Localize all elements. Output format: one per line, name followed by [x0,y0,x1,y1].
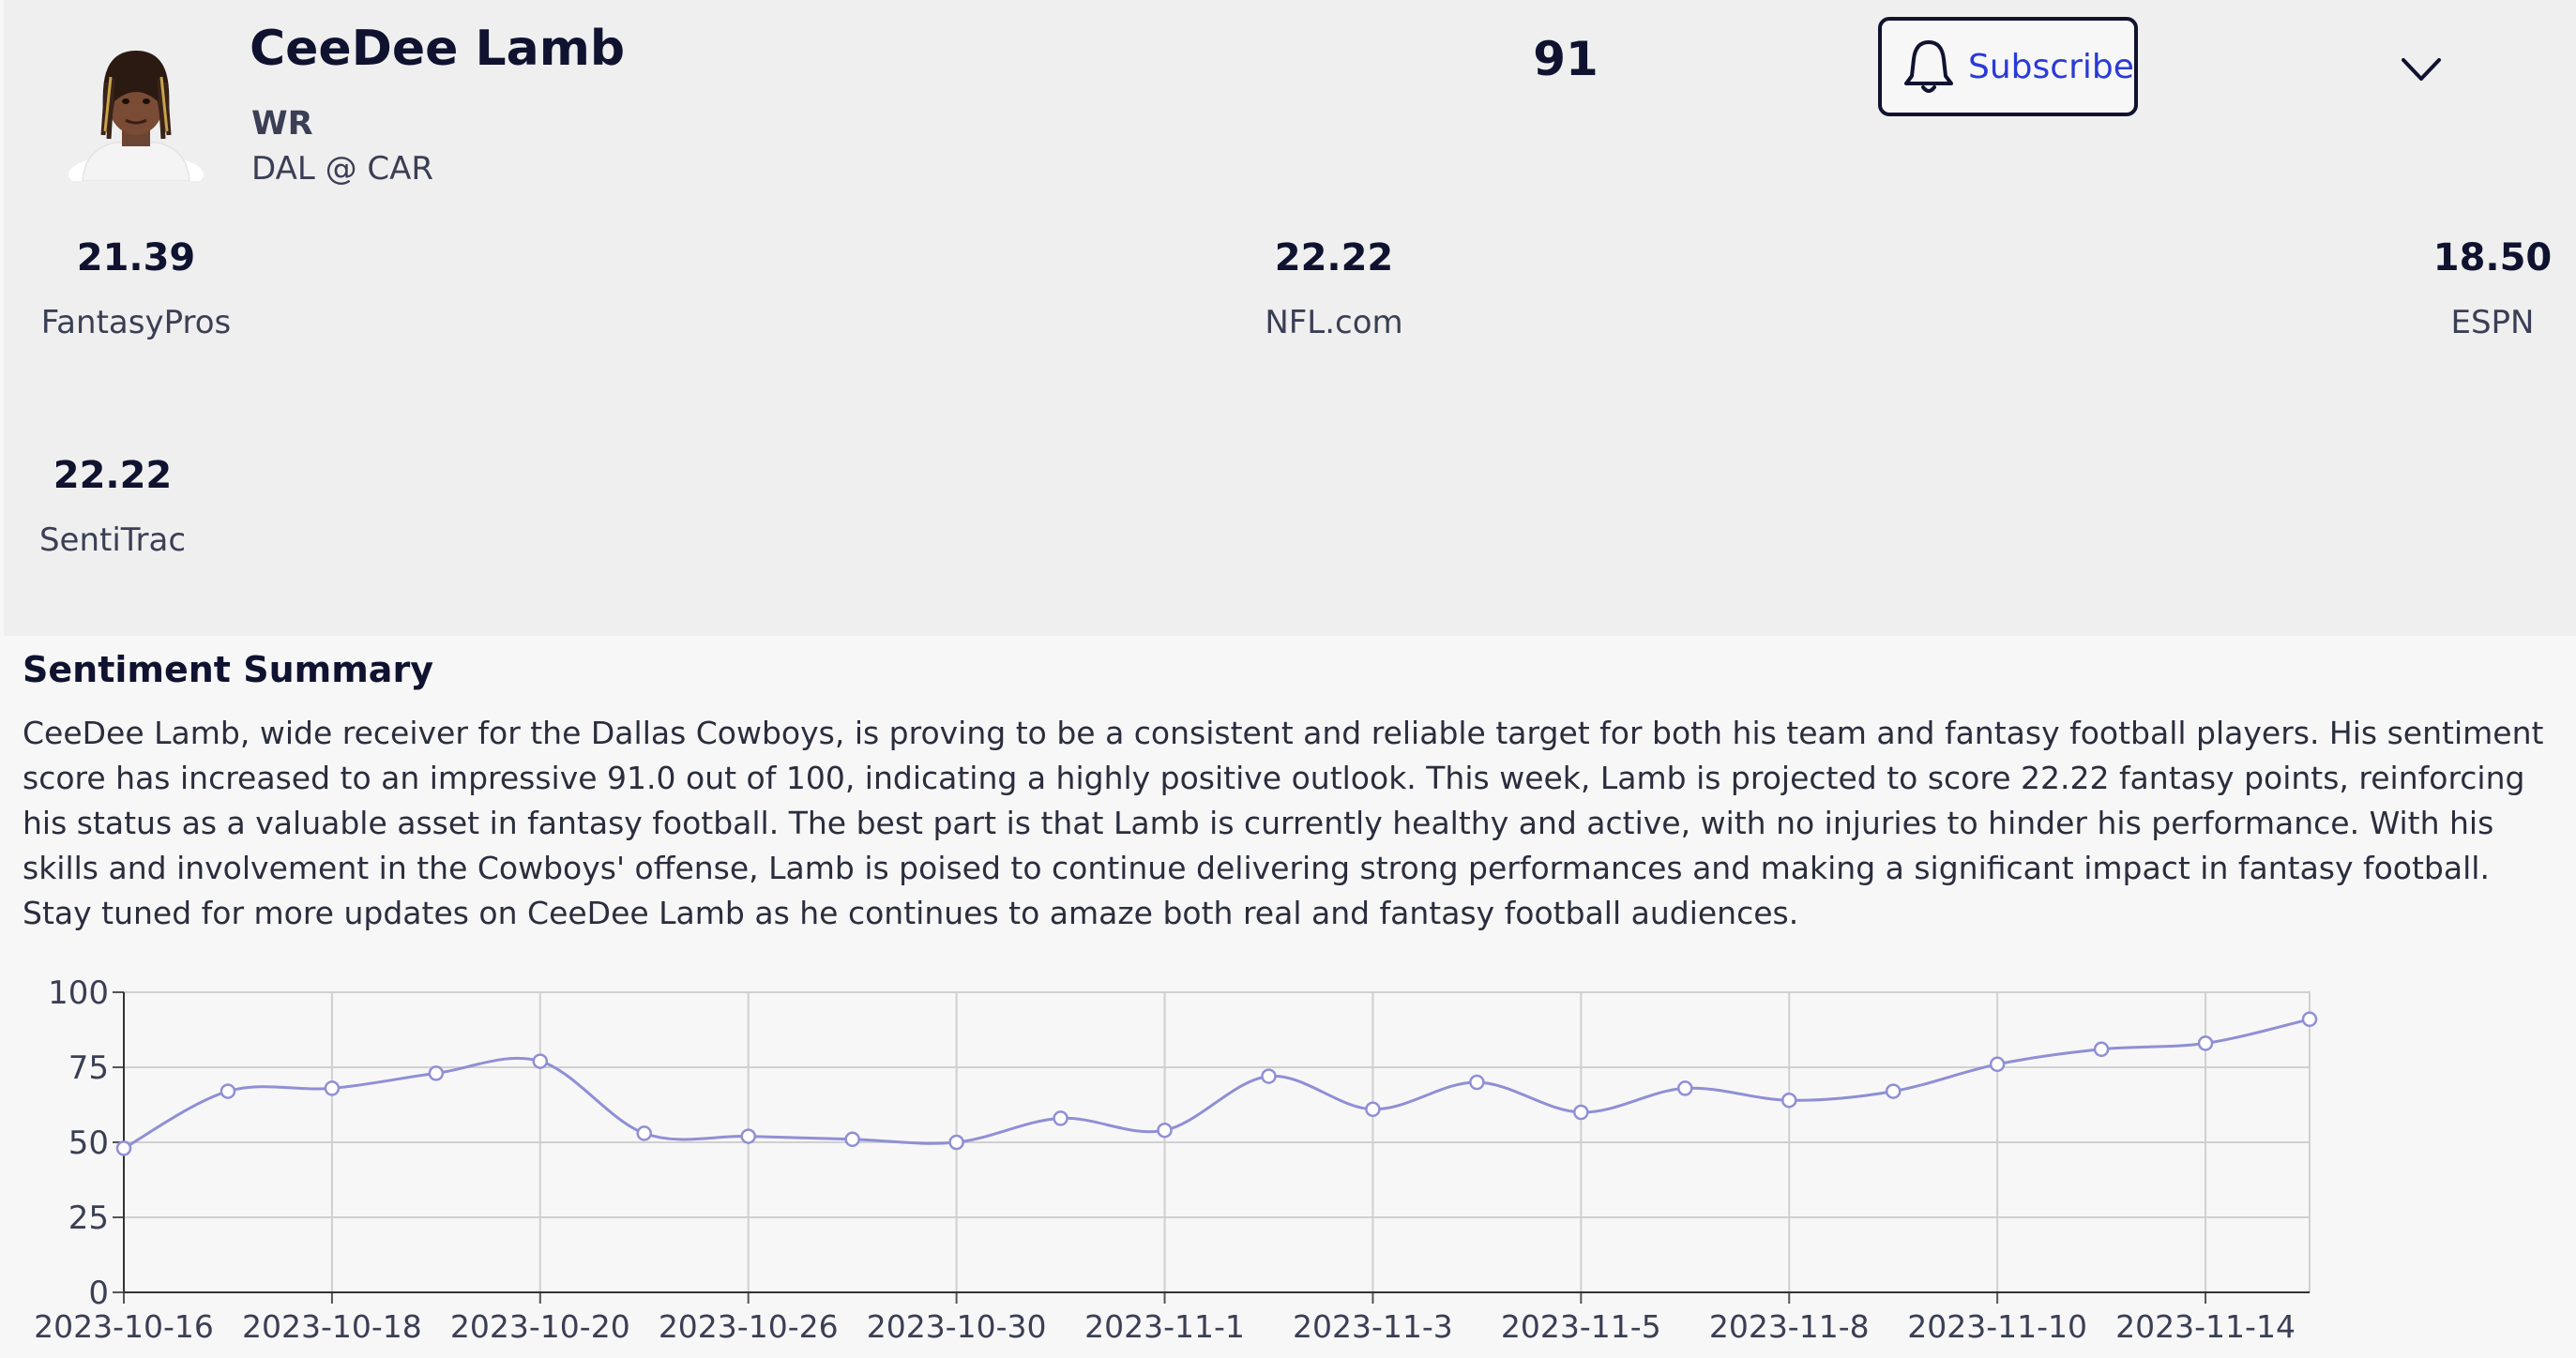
sentiment-chart: 0 25 50 75 100 2023-10-16 2023-10-18 2023-10-20… [34,974,2318,1345]
data-point [2093,1041,2110,1058]
x-tick-label: 2023-11-10 [1907,1308,2087,1345]
data-point [948,1134,964,1151]
projection-value: 22.22 [53,454,173,497]
x-tick-label: 2023-10-26 [659,1308,839,1345]
x-tick-label: 2023-11-14 [2115,1308,2296,1345]
data-point [220,1083,236,1099]
y-tick-label: 25 [68,1200,109,1237]
sentiment-summary-text: CeeDee Lamb, wide receiver for the Dalla… [23,715,2544,931]
series-line [123,1018,2311,1150]
y-tick-label: 75 [68,1049,109,1087]
data-point [2301,1011,2318,1028]
projection-value: 18.50 [2432,236,2553,279]
x-tick-label: 2023-10-16 [34,1308,214,1345]
projection-nfl: 22.22 NFL.com [1240,236,1428,341]
data-point [1053,1110,1068,1126]
data-point [1780,1092,1797,1109]
projection-value: 22.22 [1274,236,1394,279]
data-point [636,1125,653,1141]
player-matchup: DAL @ CAR [251,150,434,188]
bell-icon [1904,40,1953,93]
projection-source: NFL.com [1265,304,1403,341]
x-tick-label: 2023-10-18 [242,1308,422,1345]
projection-source: ESPN [2450,304,2535,341]
data-point [740,1128,756,1144]
x-tick-label: 2023-11-8 [1709,1308,1870,1345]
sentiment-summary-title: Sentiment Summary [23,649,433,690]
player-headshot [68,51,204,181]
data-point [2197,1035,2214,1051]
x-tick-label: 2023-11-5 [1501,1308,1661,1345]
subscribe-label: Subscribe [1968,47,2134,86]
x-tick-label: 2023-11-3 [1293,1308,1453,1345]
data-point [1469,1074,1485,1091]
y-tick-label: 0 [88,1275,109,1312]
data-point [532,1053,549,1069]
y-tick-label: 100 [48,974,109,1012]
data-point [1261,1068,1277,1084]
x-tick-label: 2023-10-20 [450,1308,630,1345]
projection-espn: 18.50 ESPN [2430,236,2555,341]
data-point [1365,1101,1381,1118]
data-point [115,1140,132,1156]
x-tick-label: 2023-11-1 [1084,1308,1245,1345]
projection-value: 21.39 [76,236,196,279]
x-tick-label: 2023-10-30 [867,1308,1047,1345]
data-point [428,1065,445,1081]
player-position: WR [251,105,313,143]
player-card: CeeDee Lamb WR DAL @ CAR 91 Subscribe 21… [4,0,2576,636]
data-point [1157,1122,1173,1139]
data-point [844,1131,860,1148]
subscribe-button[interactable]: Subscribe [1878,17,2138,116]
player-name: CeeDee Lamb [250,21,626,77]
data-point [1989,1056,2006,1073]
chevron-down-icon[interactable] [2398,51,2445,88]
projection-fantasypros: 21.39 FantasyPros [38,236,235,341]
y-tick-label: 50 [68,1124,109,1162]
projection-source: SentiTrac [38,521,187,559]
data-point [324,1080,341,1096]
projection-sentitrac: 22.22 SentiTrac [32,454,193,559]
projection-source: FantasyPros [40,304,232,341]
data-point [1573,1104,1589,1121]
data-point [1885,1083,1902,1099]
sentiment-score: 91 [1533,32,1599,86]
data-point [1677,1080,1693,1096]
